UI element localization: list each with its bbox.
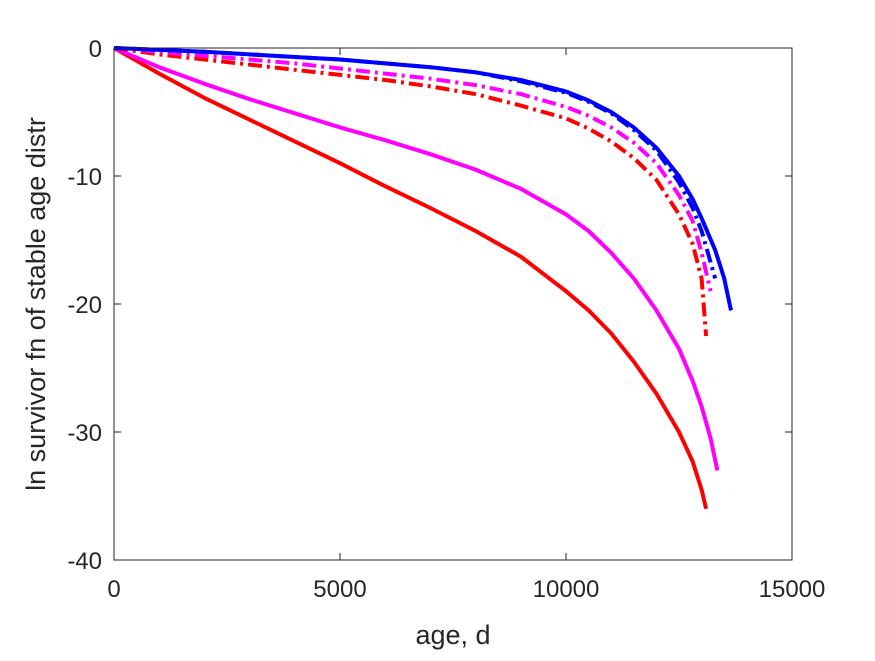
series-line-3 (113, 46, 709, 337)
plot-area (113, 46, 733, 510)
series-line-1 (113, 46, 709, 510)
y-tick-label: -30 (67, 420, 102, 447)
series-line-4 (113, 46, 713, 292)
axes-box (113, 47, 793, 561)
x-tick-label: 10000 (533, 576, 600, 603)
y-tick-label: -20 (67, 292, 102, 319)
x-tick-label: 15000 (759, 576, 826, 603)
y-tick-label: 0 (89, 36, 102, 63)
x-axis-label: age, d (415, 620, 490, 650)
x-tick-label: 5000 (313, 576, 366, 603)
y-axis-label: ln survivor fn of stable age distr (21, 117, 51, 491)
x-tick-label: 0 (107, 576, 120, 603)
y-tick-label: -10 (67, 164, 102, 191)
series-line-2 (113, 46, 720, 471)
y-tick-label: -40 (67, 548, 102, 575)
axes: 0 5000 10000 15000 0 -10 -20 -30 -40 (67, 36, 825, 603)
series-line-6 (113, 46, 733, 311)
